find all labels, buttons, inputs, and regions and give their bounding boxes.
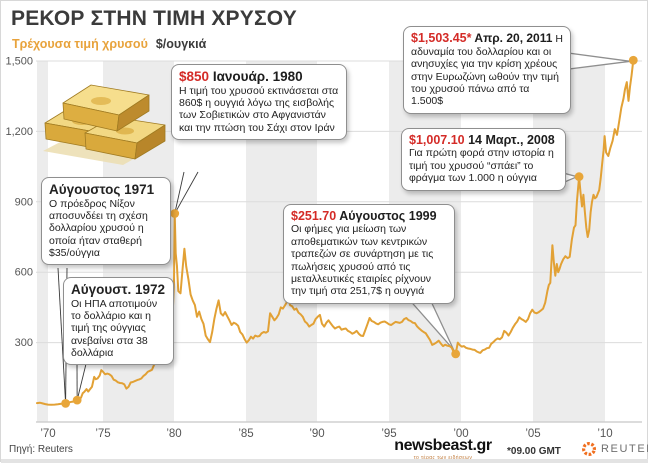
callout-date: Αύγουστος 1971 xyxy=(49,182,163,198)
svg-text:’75: ’75 xyxy=(95,428,110,440)
callout-1980: $850 Ιανουάρ. 1980 Η τιμή του χρυσού εκτ… xyxy=(171,64,347,140)
newsbeast-wordmark: newsbeast.gr xyxy=(391,438,495,454)
svg-text:1,500: 1,500 xyxy=(5,56,33,68)
callout-2008: $1,007.10 14 Μαρτ., 2008 Για πρώτη φορά … xyxy=(401,128,566,191)
callout-date: Αύγουστος 1999 xyxy=(339,209,436,223)
callout-body: Οι ΗΠΑ αποτιμούν το δολλάριο και η τιμή … xyxy=(71,298,166,360)
reuters-swirl-icon xyxy=(581,441,597,457)
svg-text:900: 900 xyxy=(15,196,33,208)
subtitle-unit: $/ουγκιά xyxy=(156,37,206,51)
reuters-wordmark: REUTERS xyxy=(601,443,648,455)
svg-text:’70: ’70 xyxy=(40,428,55,440)
svg-text:1,200: 1,200 xyxy=(5,126,33,138)
chart-subtitle: Τρέχουσα τιμή χρυσού $/ουγκιά xyxy=(12,37,206,51)
svg-text:’10: ’10 xyxy=(597,428,612,440)
svg-text:’85: ’85 xyxy=(238,428,253,440)
bottom-rule xyxy=(1,459,648,463)
svg-text:’90: ’90 xyxy=(309,428,324,440)
callout-1971: Αύγουστος 1971 Ο πρόεδρος Νίξον αποσυνδέ… xyxy=(41,177,171,265)
callout-1972: Αύγουστ. 1972 Οι ΗΠΑ αποτιμούν το δολλάρ… xyxy=(63,277,174,365)
callout-price: $850 xyxy=(179,69,209,84)
callout-price: $1,503.45* xyxy=(411,31,471,45)
svg-text:’80: ’80 xyxy=(166,428,181,440)
callout-body: Η τιμή του χρυσού εκτινάσεται στα 860$ η… xyxy=(179,85,339,135)
callout-body: Για πρώτη φορά στην ιστορία η τιμή του χ… xyxy=(409,147,558,184)
callout-1999: $251.70 Αύγουστος 1999 Οι φήμες για μείω… xyxy=(283,204,455,304)
callout-date: Αύγουστ. 1972 xyxy=(71,282,166,298)
callout-body: Ο πρόεδρος Νίξον αποσυνδέει τη σχέση δολ… xyxy=(49,198,163,260)
callout-price: $1,007.10 xyxy=(409,133,465,147)
svg-text:’05: ’05 xyxy=(525,428,540,440)
svg-text:600: 600 xyxy=(15,267,33,279)
callout-body: Οι φήμες για μείωση των αποθεματικών των… xyxy=(291,223,447,297)
reuters-logo: REUTERS xyxy=(581,441,648,457)
newsbeast-logo: newsbeast.gr το τέρας των ειδήσεων xyxy=(391,438,495,461)
gmt-note: *09.00 GMT xyxy=(507,446,561,457)
svg-text:300: 300 xyxy=(15,337,33,349)
callout-2011: $1,503.45* Απρ. 20, 2011 Η αδυναμία του … xyxy=(403,26,571,114)
callout-date: Ιανουάρ. 1980 xyxy=(213,69,303,84)
subtitle-label: Τρέχουσα τιμή χρυσού xyxy=(12,37,148,51)
page-title: ΡΕΚΟΡ ΣΤΗΝ ΤΙΜΗ ΧΡΥΣΟΥ xyxy=(11,7,297,31)
callout-date: Απρ. 20, 2011 xyxy=(474,31,552,45)
source-note: Πηγή: Reuters xyxy=(9,444,73,455)
callout-date: 14 Μαρτ., 2008 xyxy=(468,133,555,147)
gold-bars-icon xyxy=(37,77,169,169)
callout-price: $251.70 xyxy=(291,209,336,223)
